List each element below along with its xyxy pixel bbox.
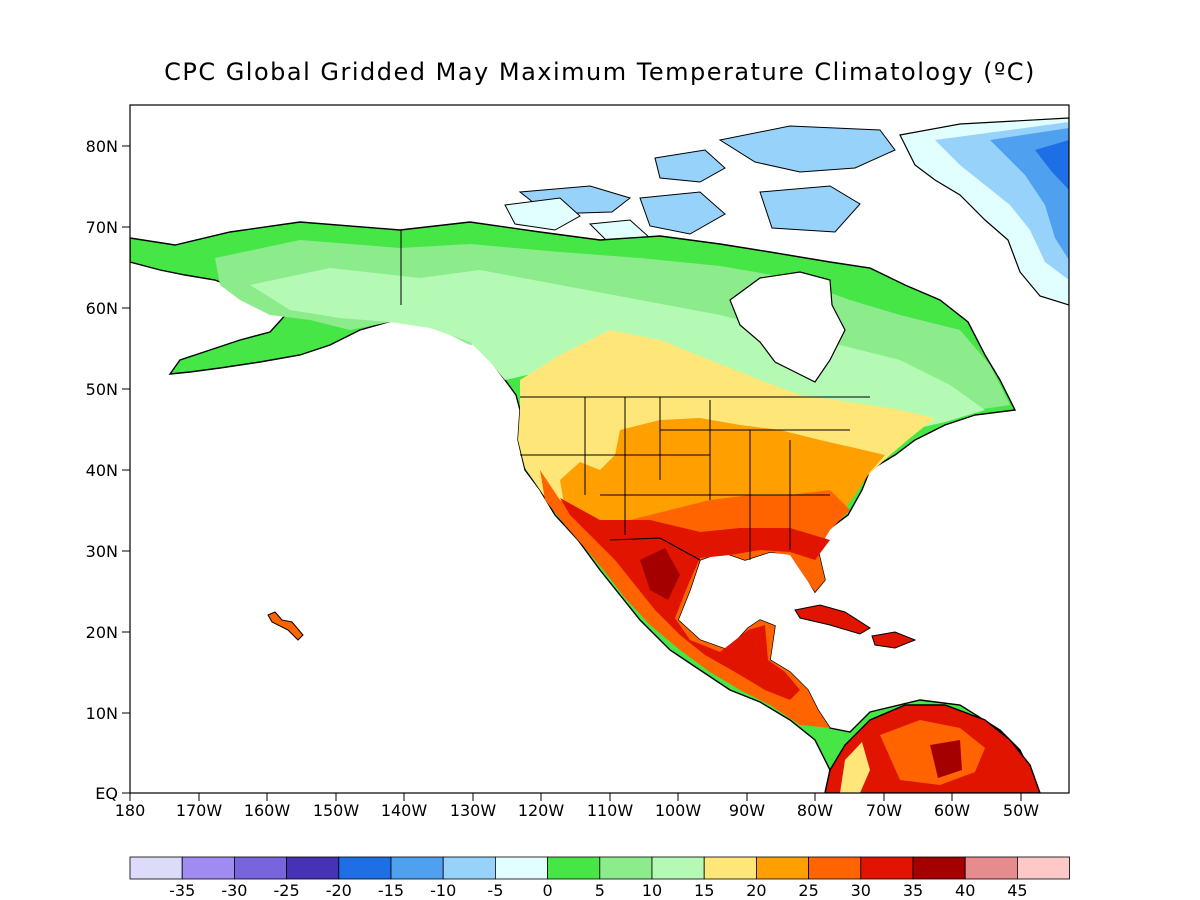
lon-label: 110W	[587, 801, 634, 820]
colorbar-label: 20	[746, 881, 766, 900]
colorbar-label: 0	[543, 881, 553, 900]
colorbar-label: 25	[798, 881, 818, 900]
lat-label: 70N	[86, 218, 118, 237]
lon-label: 70W	[866, 801, 902, 820]
colorbar-label: -20	[326, 881, 352, 900]
colorbar-swatch	[860, 856, 914, 880]
temp-zone-30-35	[560, 498, 830, 700]
colorbar-label: 30	[851, 881, 871, 900]
colorbar-label: 10	[642, 881, 662, 900]
lat-label: 50N	[86, 380, 118, 399]
latitude-labels: 80N 70N 60N 50N 40N 30N 20N 10N EQ	[86, 137, 118, 803]
hispaniola	[871, 631, 917, 649]
colorbar-swatch	[233, 856, 287, 880]
lon-label: 60W	[934, 801, 970, 820]
hudson-bay	[729, 271, 846, 383]
lat-label: 10N	[86, 704, 118, 723]
lon-label: 170W	[176, 801, 223, 820]
south-america-core	[930, 740, 962, 778]
colorbar-swatch	[129, 856, 183, 880]
colorbar-swatch	[494, 856, 548, 880]
lat-label: 80N	[86, 137, 118, 156]
arctic-island	[718, 125, 896, 173]
arctic-island	[639, 191, 726, 235]
lat-label: EQ	[95, 784, 118, 803]
colorbar-swatch	[442, 856, 496, 880]
south-america-cool	[840, 742, 870, 793]
lon-label: 160W	[244, 801, 291, 820]
colorbar-label: -25	[274, 881, 300, 900]
lon-label: 100W	[655, 801, 702, 820]
border-lines	[400, 230, 870, 561]
colorbar-label: -10	[430, 881, 456, 900]
colorbar-swatch	[1017, 856, 1071, 880]
colorbar-swatch	[338, 856, 392, 880]
colorbar-swatch	[286, 856, 340, 880]
arctic-island	[759, 185, 861, 233]
longitude-labels: 180 170W 160W 150W 140W 130W 120W 110W 1…	[115, 801, 1040, 820]
lat-label: 20N	[86, 623, 118, 642]
greenland-ice-peak	[1035, 140, 1069, 190]
colorbar-label: -15	[378, 881, 404, 900]
lat-label: 60N	[86, 299, 118, 318]
lon-label: 50W	[1003, 801, 1039, 820]
lon-label: 150W	[313, 801, 360, 820]
lon-label: 90W	[729, 801, 765, 820]
colorbar-swatch	[390, 856, 444, 880]
lat-label: 40N	[86, 461, 118, 480]
arctic-island	[504, 197, 581, 231]
colorbar-swatch	[651, 856, 705, 880]
colorbar-swatch	[808, 856, 862, 880]
hawaii	[267, 611, 304, 641]
colorbar-swatch	[964, 856, 1018, 880]
colorbar-label: -30	[221, 881, 247, 900]
colorbar-label: -5	[487, 881, 503, 900]
colorbar-label: 15	[694, 881, 714, 900]
colorbar-label: 45	[1007, 881, 1027, 900]
lat-label: 30N	[86, 542, 118, 561]
lon-label: 80W	[797, 801, 833, 820]
colorbar-swatch	[756, 856, 810, 880]
longitude-axis	[129, 793, 1022, 801]
colorbar: -35 -30 -25 -20 -15 -10 -5 0 5 10 15 20 25 30 35 40 45	[129, 856, 1071, 900]
lon-label: 120W	[518, 801, 565, 820]
lon-label: 180	[115, 801, 146, 820]
colorbar-swatch	[181, 856, 235, 880]
arctic-island	[654, 149, 726, 183]
map-frame	[129, 104, 1070, 794]
colorbar-label: 40	[955, 881, 975, 900]
map-title: CPC Global Gridded May Maximum Temperatu…	[164, 58, 1036, 86]
temperature-map	[130, 117, 1069, 793]
colorbar-swatch	[912, 856, 966, 880]
colorbar-swatch	[599, 856, 653, 880]
lon-label: 140W	[381, 801, 428, 820]
colorbar-label: 5	[595, 881, 605, 900]
colorbar-label: -35	[169, 881, 195, 900]
colorbar-swatch	[547, 856, 601, 880]
lon-label: 130W	[450, 801, 497, 820]
latitude-axis	[122, 145, 130, 794]
temp-zone-35-40	[640, 548, 680, 600]
colorbar-label: 35	[903, 881, 923, 900]
cuba	[794, 604, 871, 635]
colorbar-swatch	[703, 856, 757, 880]
